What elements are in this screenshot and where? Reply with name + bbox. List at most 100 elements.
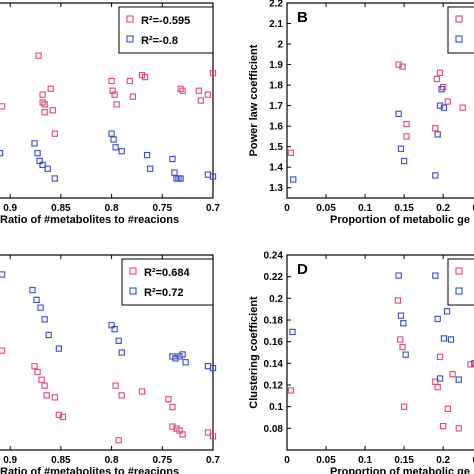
data-point [146, 165, 154, 172]
data-point [434, 384, 441, 391]
x-tick-label: 0.9 [3, 203, 17, 214]
data-point [438, 86, 445, 93]
data-point [399, 63, 406, 70]
data-point [443, 308, 451, 315]
data-point [209, 364, 217, 372]
x-tick-label: 0.25 [472, 455, 474, 466]
data-point [402, 351, 409, 358]
y-tick-label: 0.08 [264, 424, 284, 435]
x-tick-label: 0.85 [51, 203, 71, 214]
y-tick-label: 0.16 [264, 337, 284, 348]
data-point [118, 148, 125, 155]
y-tick-label: 0.1 [269, 402, 283, 413]
y-tick-label: 1.7 [269, 101, 283, 112]
y-tick-label: 1.3 [269, 183, 283, 194]
y-tick-label: 1.5 [269, 142, 283, 153]
data-point [440, 423, 447, 430]
data-point [51, 394, 58, 401]
legend [447, 6, 474, 54]
data-point [171, 169, 178, 176]
x-tick-label: 0.8 [105, 203, 119, 214]
data-point [440, 104, 448, 111]
data-point [209, 70, 217, 77]
data-point [47, 85, 54, 92]
legend-box [121, 258, 214, 306]
data-point [209, 433, 217, 440]
data-point [399, 343, 406, 351]
legend-marker [455, 267, 463, 275]
x-axis-label: Ratio of #metabolites to #reacions [0, 466, 179, 474]
data-point [165, 396, 172, 403]
data-point [55, 345, 62, 352]
y-tick-label: 0.12 [264, 381, 284, 392]
data-point [115, 337, 122, 344]
legend-marker [126, 35, 134, 43]
axes-frame [286, 254, 474, 451]
y-tick-label: 1.8 [269, 81, 283, 92]
y-tick-label: 2.2 [269, 0, 283, 10]
y-tick-label: 2.1 [269, 19, 283, 30]
data-point [209, 173, 217, 180]
data-point [397, 312, 405, 319]
x-tick-label: 0.15 [394, 203, 414, 214]
data-point [41, 382, 48, 389]
data-point [434, 131, 441, 138]
data-point [400, 403, 408, 410]
data-point [395, 110, 402, 117]
data-point [0, 347, 6, 354]
series-red [0, 347, 217, 444]
data-point [138, 388, 146, 395]
data-point [400, 320, 407, 327]
data-point [0, 150, 4, 157]
data-point [41, 316, 48, 323]
data-point [195, 87, 202, 94]
data-point [471, 360, 474, 367]
data-point [39, 161, 46, 168]
data-point [29, 286, 36, 294]
series-red [287, 297, 474, 432]
y-tick-label: 1.4 [269, 163, 283, 174]
data-point [204, 171, 212, 178]
data-point [175, 175, 182, 182]
data-point [43, 392, 50, 399]
data-point [400, 157, 408, 165]
y-tick-label: 0.22 [264, 272, 284, 283]
data-point [51, 175, 58, 182]
data-point [436, 353, 444, 360]
panel-label: D [297, 261, 308, 278]
data-point [395, 272, 402, 279]
data-point [432, 272, 439, 279]
x-tick-label: 0.25 [472, 203, 474, 214]
data-point [455, 376, 462, 383]
data-point [172, 355, 179, 362]
data-point [108, 77, 115, 85]
legend: R²=-0.595 R²=-0.8 [118, 6, 214, 54]
data-point [169, 423, 176, 430]
data-point [112, 144, 119, 151]
data-point [433, 75, 441, 83]
legend-marker [129, 287, 137, 295]
data-point [444, 405, 451, 412]
data-point [169, 155, 176, 163]
data-point [444, 98, 451, 105]
axes-frame [0, 254, 214, 451]
data-point [179, 351, 186, 358]
data-point [403, 120, 410, 128]
data-point [118, 392, 125, 399]
data-point [41, 101, 48, 108]
x-tick-label: 0 [284, 203, 290, 214]
data-point [55, 411, 62, 419]
data-point [169, 403, 176, 411]
data-point [179, 431, 186, 438]
data-point [287, 387, 295, 394]
data-point [447, 336, 455, 343]
data-point [34, 368, 41, 376]
data-point [33, 296, 40, 303]
data-point [0, 271, 6, 278]
data-point [204, 91, 212, 98]
y-tick-label: 0.24 [264, 251, 284, 262]
data-point [39, 91, 46, 98]
data-point [289, 328, 296, 336]
panel-a: 0.9 0.85 0.8 0.75 0.7 Ratio of #metabolites t… [0, 2, 220, 226]
